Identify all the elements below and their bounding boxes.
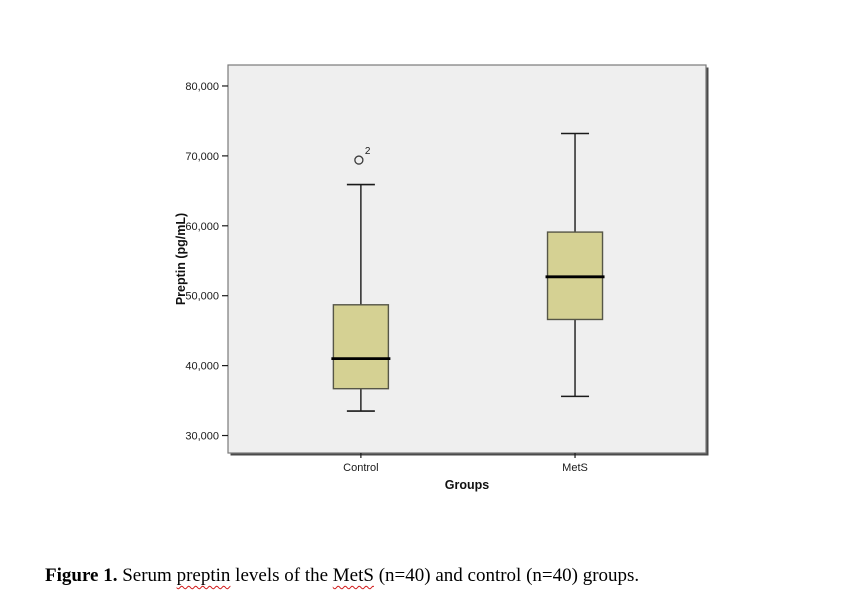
caption-text-part: (n=40) and control (n=40) groups. [373,565,640,586]
y-tick-label: 80,000 [185,81,219,93]
x-tick-label-mets: MetS [562,462,588,474]
y-tick-label: 50,000 [185,291,219,303]
figure-caption: Figure 1. Serum preptin levels of the Me… [45,563,835,589]
outlier-label-control: 2 [365,146,371,157]
y-axis-title: Preptin (pg/mL) [174,212,188,306]
caption-text-part: Serum [117,565,177,586]
x-axis-title: Groups [444,478,490,492]
plot-area [227,64,707,454]
y-tick-label: 40,000 [185,361,219,373]
y-tick-label: 60,000 [185,221,219,233]
x-tick-label-control: Control [343,462,378,474]
caption-text-part: MetS [332,565,374,586]
boxplot-chart: 30,000 40,000 50,000 60,000 70,000 80,000 Cont… [185,64,709,474]
caption-text-part: preptin [176,565,231,586]
outlier-marker-control [354,155,364,165]
caption-text-part: levels of the [230,565,333,586]
iqr-box-control [332,304,390,390]
caption-text-part: Figure 1. [45,565,118,586]
y-tick-label: 30,000 [185,431,219,443]
y-tick-label: 70,000 [185,151,219,163]
